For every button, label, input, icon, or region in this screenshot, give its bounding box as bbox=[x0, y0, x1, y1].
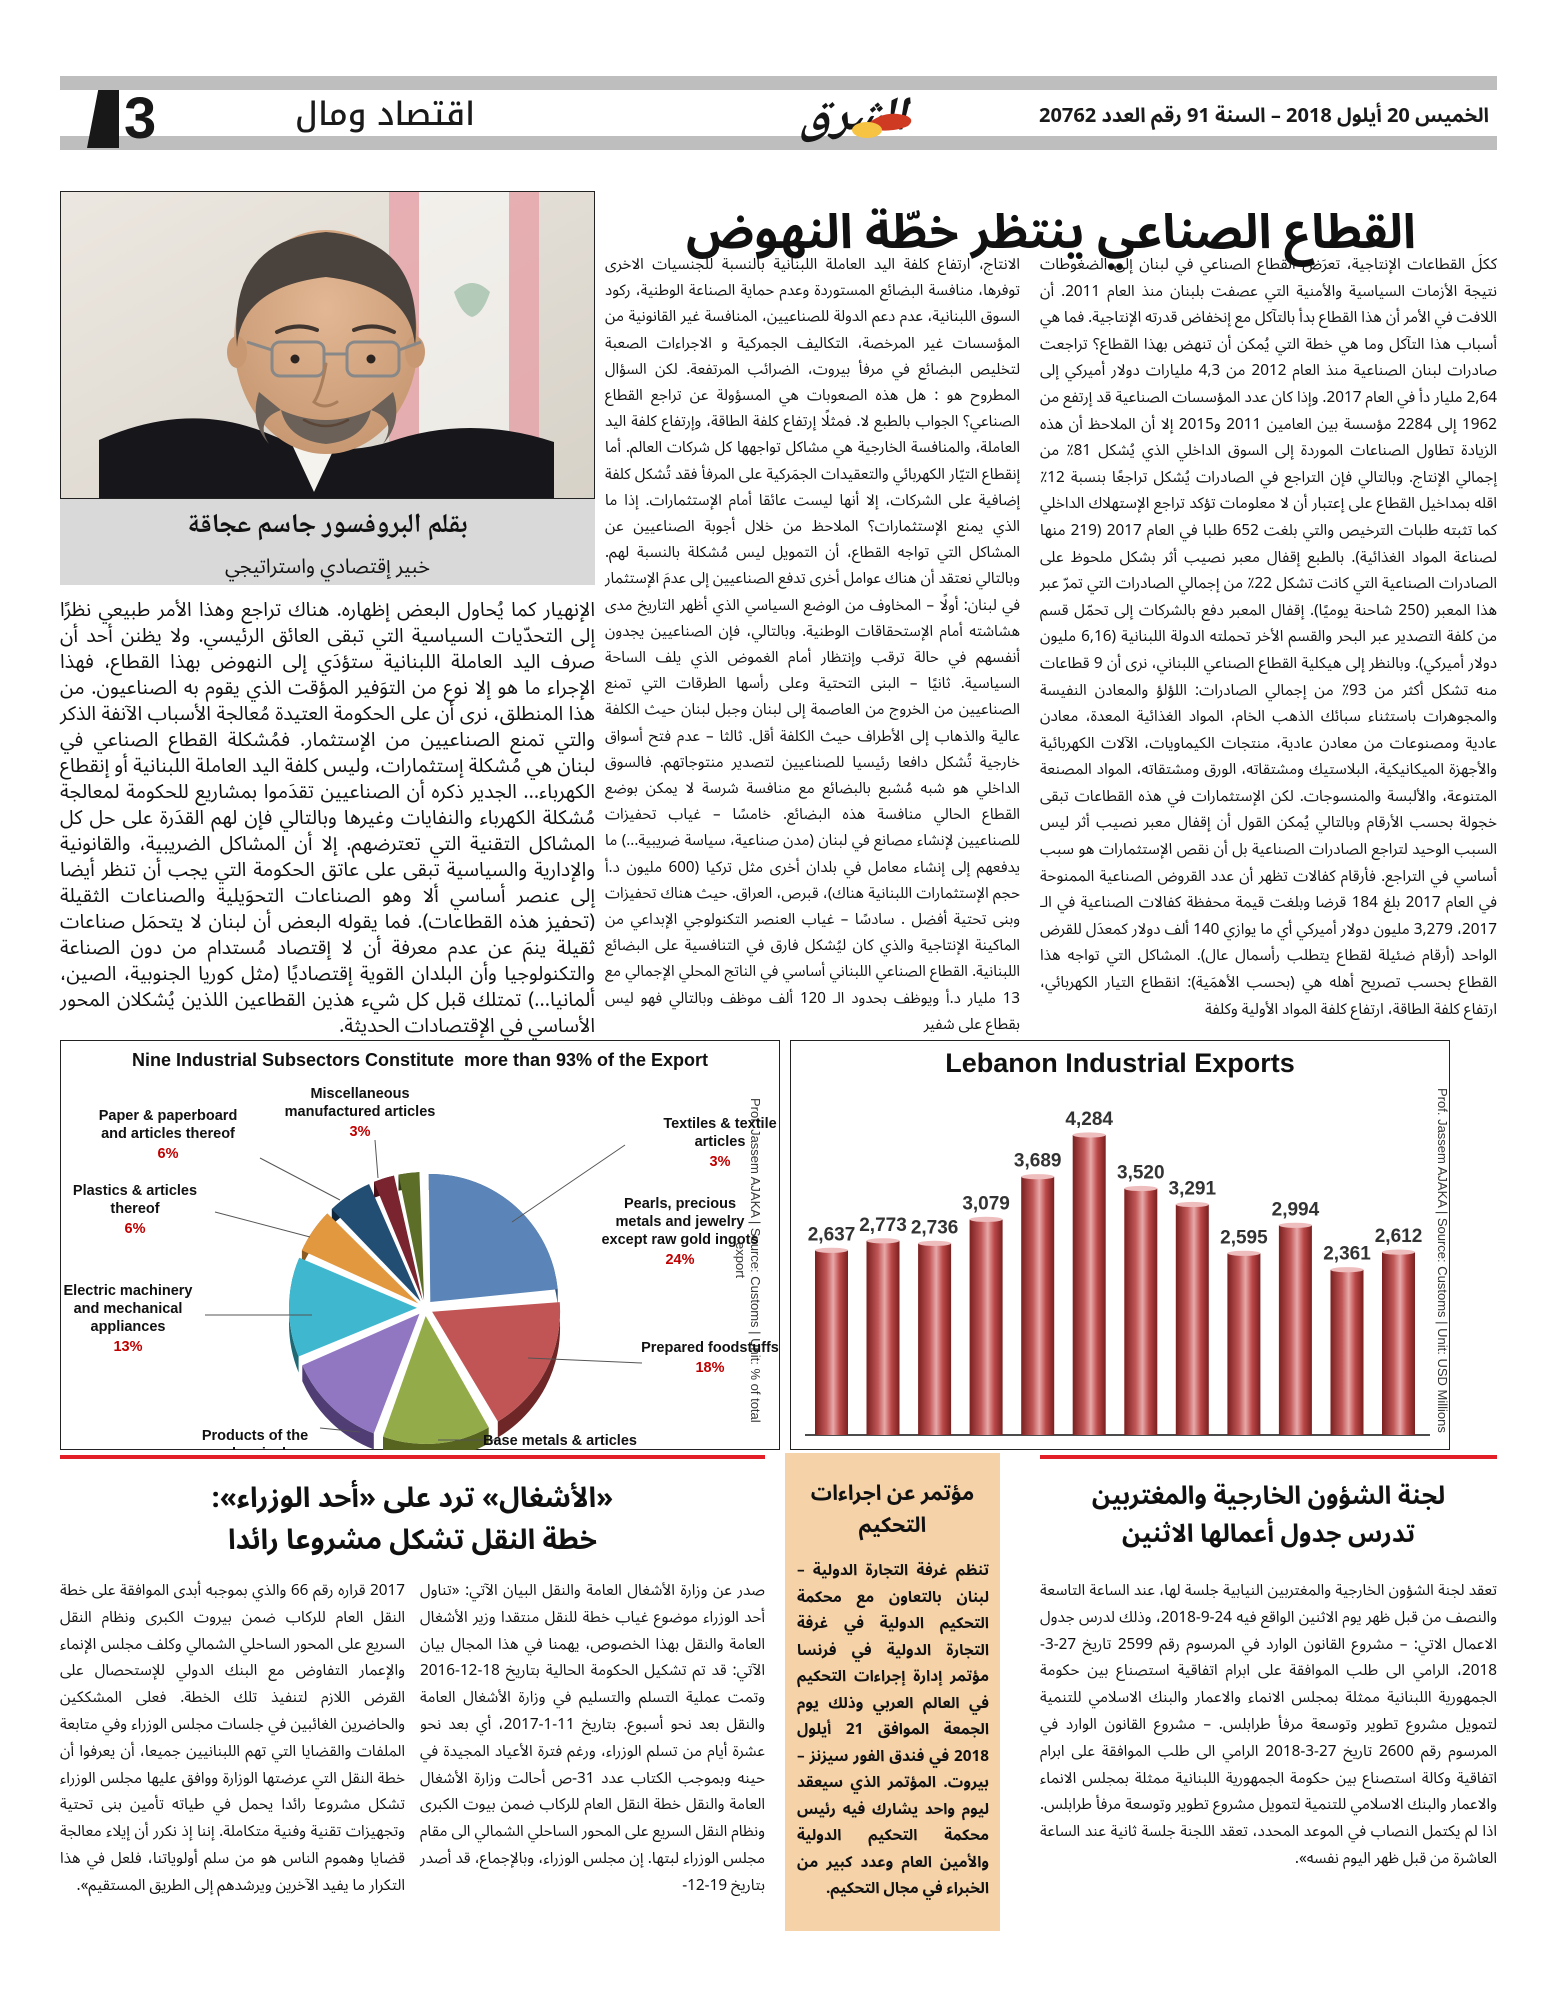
svg-text:Textiles & textile: Textiles & textile bbox=[663, 1116, 776, 1132]
svg-text:Paper & paperboard: Paper & paperboard bbox=[99, 1108, 238, 1124]
svg-text:6%: 6% bbox=[158, 1146, 179, 1162]
svg-text:3,079: 3,079 bbox=[962, 1193, 1010, 1214]
svg-text:3%: 3% bbox=[710, 1154, 731, 1170]
svg-text:Products of the: Products of the bbox=[202, 1428, 308, 1444]
svg-text:3,689: 3,689 bbox=[1014, 1151, 1062, 1172]
svg-text:and mechanical: and mechanical bbox=[74, 1301, 183, 1317]
svg-text:Electric machinery: Electric machinery bbox=[64, 1283, 193, 1299]
svg-text:3%: 3% bbox=[350, 1124, 371, 1140]
svg-text:thereof: thereof bbox=[110, 1201, 159, 1217]
svg-text:appliances: appliances bbox=[91, 1319, 166, 1335]
svg-text:and articles thereof: and articles thereof bbox=[101, 1126, 235, 1142]
svg-text:3,520: 3,520 bbox=[1117, 1163, 1165, 1184]
svg-text:4,284: 4,284 bbox=[1065, 1109, 1113, 1130]
svg-text:2,736: 2,736 bbox=[911, 1217, 959, 1238]
svg-text:2,595: 2,595 bbox=[1220, 1227, 1268, 1248]
svg-text:Plastics & articles: Plastics & articles bbox=[73, 1183, 197, 1199]
svg-text:chemical: chemical bbox=[224, 1446, 286, 1450]
svg-text:articles: articles bbox=[695, 1134, 746, 1150]
svg-text:24%: 24% bbox=[665, 1252, 694, 1268]
svg-text:metals and jewelry: metals and jewelry bbox=[616, 1214, 745, 1230]
svg-text:2,773: 2,773 bbox=[859, 1215, 907, 1236]
svg-text:2,637: 2,637 bbox=[808, 1224, 856, 1245]
svg-text:Prepared foodstuffs: Prepared foodstuffs bbox=[641, 1340, 779, 1356]
svg-text:Base metals & articles: Base metals & articles bbox=[483, 1433, 637, 1449]
svg-text:except raw gold ingots: except raw gold ingots bbox=[601, 1232, 758, 1248]
svg-text:6%: 6% bbox=[125, 1221, 146, 1237]
svg-text:3,291: 3,291 bbox=[1169, 1179, 1217, 1200]
svg-text:13%: 13% bbox=[113, 1339, 142, 1355]
svg-text:Miscellaneous: Miscellaneous bbox=[310, 1086, 409, 1102]
svg-text:2,612: 2,612 bbox=[1375, 1226, 1423, 1247]
svg-text:2,361: 2,361 bbox=[1323, 1244, 1371, 1265]
svg-text:Pearls, precious: Pearls, precious bbox=[624, 1196, 736, 1212]
svg-text:manufactured articles: manufactured articles bbox=[285, 1104, 436, 1120]
svg-text:2,994: 2,994 bbox=[1272, 1199, 1320, 1220]
svg-text:الشرق: الشرق bbox=[799, 80, 911, 146]
svg-text:18%: 18% bbox=[695, 1360, 724, 1376]
